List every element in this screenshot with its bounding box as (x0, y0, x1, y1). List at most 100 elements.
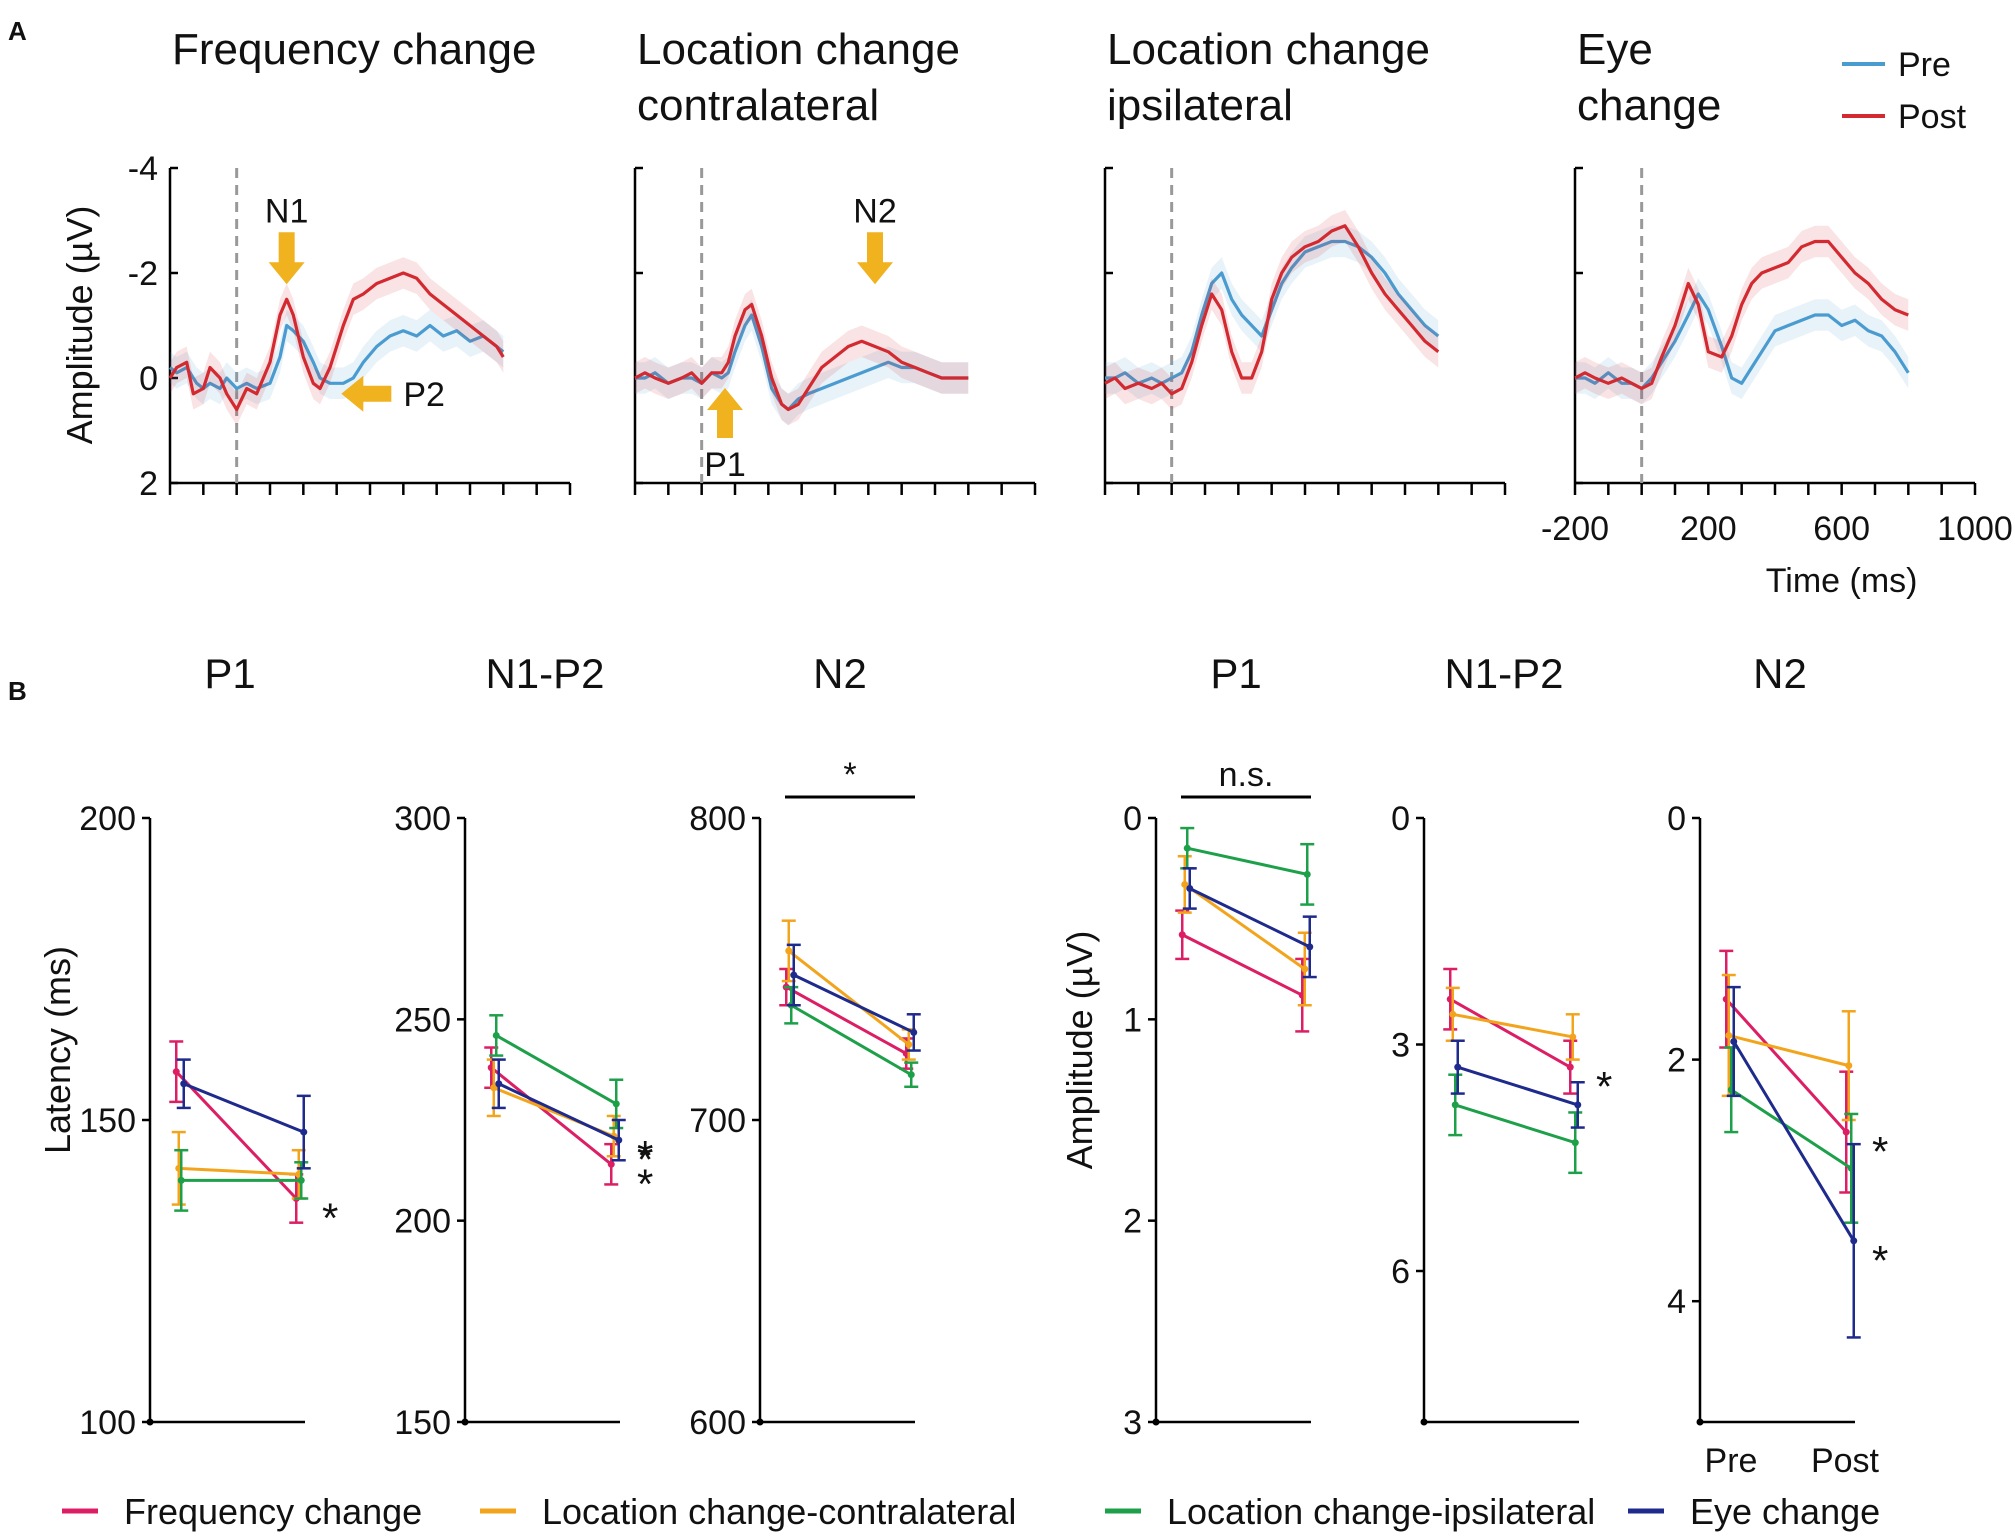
point-post-contra (905, 1041, 913, 1048)
legend-label-post: Post (1898, 98, 1967, 136)
series-line-frequency (175, 1070, 298, 1200)
y-tick-label: 3 (1391, 1027, 1410, 1065)
erp-subplot-4: Eye change -200 200 600 1000 Time (ms) (1541, 25, 2013, 600)
significance-star-frequency: * (1596, 1063, 1612, 1110)
point-pre-ipsi (1183, 844, 1191, 852)
y-tick-label: 200 (79, 800, 136, 838)
y-tick-label: 200 (394, 1203, 451, 1241)
point-pre-contra (785, 947, 793, 955)
series-pre-line (169, 323, 505, 391)
series-line-ipsi (790, 1003, 913, 1076)
point-post-eye (615, 1136, 623, 1144)
significance-star-frequency: * (637, 1160, 653, 1207)
point-post-ipsi (907, 1071, 915, 1079)
point-post-contra (1301, 965, 1309, 973)
peak-arrow-p2 (341, 375, 392, 412)
x-tick-label: 600 (1813, 510, 1870, 548)
y-tick-label: 0 (1667, 800, 1686, 838)
series-post-error-band (635, 288, 969, 426)
point-post-contra (1845, 1062, 1853, 1070)
y-tick-label: -4 (128, 150, 158, 188)
series-line-frequency (785, 985, 907, 1055)
series-line-frequency (1725, 998, 1848, 1134)
point-post-eye (910, 1028, 918, 1036)
series-line-contra (787, 949, 910, 1046)
legend-label-frequency: Frequency change (124, 1491, 422, 1532)
legend-label-eye: Eye change (1690, 1491, 1880, 1532)
subplot-title: Eye (1577, 25, 1653, 74)
subplot-title: N1-P2 (485, 650, 604, 697)
y-tick-label: 700 (689, 1102, 746, 1140)
y-tick-label: 600 (689, 1404, 746, 1442)
axis-origin-dot (146, 1418, 154, 1426)
peak-arrow-n1 (268, 232, 305, 285)
stat-subplot-2: N1-P2 150 200 250 300 *** (394, 650, 653, 1442)
series-pre-error-band (1575, 278, 1909, 405)
y-tick-label: 100 (79, 1404, 136, 1442)
panel-label-a: A (8, 16, 27, 46)
legend-label-ipsi: Location change-ipsilateral (1167, 1491, 1595, 1532)
significance-star-eye: * (637, 1136, 653, 1183)
significance-star-eye: * (1872, 1237, 1888, 1284)
point-pre-eye (180, 1080, 188, 1088)
panel-a-erp-waveforms: Frequency change -4 -2 0 2 N1 P2 Location chang… (59, 25, 2013, 600)
erp-subplot-2: Location change contralateral P1 N2 (633, 25, 1037, 495)
point-pre-ipsi (1451, 1101, 1459, 1109)
series-line-frequency (1449, 997, 1571, 1069)
point-pre-contra (1181, 880, 1189, 888)
panel-label-b: B (8, 676, 27, 706)
series-line-eye (793, 973, 915, 1034)
point-post-eye (1306, 943, 1314, 951)
series-line-ipsi (1186, 846, 1308, 876)
y-axis-label: Amplitude (µV) (59, 206, 100, 445)
y-axis-label-latency: Latency (ms) (37, 946, 78, 1154)
bracket-label: n.s. (1219, 756, 1274, 794)
stat-subplot-1: P1 100 150 200 * (79, 650, 338, 1442)
subplot-title: N2 (1753, 650, 1807, 697)
significance-star-contra: * (637, 1132, 653, 1179)
point-post-frequency (1566, 1063, 1574, 1071)
series-line-contra (1452, 1012, 1574, 1039)
series-line-ipsi (1730, 1088, 1853, 1170)
series-line-contra (1183, 883, 1306, 971)
subplot-title: ipsilateral (1107, 81, 1293, 130)
x-tick-label: 1000 (1937, 510, 2013, 548)
stat-subplot-5: N1-P2 0 3 6 * (1391, 650, 1612, 1426)
peak-label-p1: P1 (704, 446, 746, 484)
stat-subplot-4: P1 0 1 2 3 n.s. (1123, 650, 1317, 1442)
y-tick-label: 150 (79, 1102, 136, 1140)
subplot-title: Frequency change (172, 25, 536, 74)
point-pre-ipsi (177, 1176, 185, 1184)
point-pre-eye (790, 971, 798, 979)
point-post-ipsi (612, 1100, 620, 1108)
series-post-line (168, 271, 505, 412)
series-line-eye (1457, 1065, 1579, 1107)
significance-star-frequency: * (322, 1195, 338, 1242)
point-pre-contra (490, 1084, 498, 1092)
point-pre-frequency (1178, 931, 1186, 939)
series-line-eye (498, 1082, 620, 1142)
y-tick-label: 2 (1667, 1042, 1686, 1080)
point-post-eye (1850, 1237, 1858, 1245)
series-line-ipsi (1454, 1103, 1576, 1145)
x-tick-label-pre: Pre (1705, 1442, 1758, 1480)
x-tick-label: 200 (1680, 510, 1737, 548)
series-line-contra (178, 1166, 299, 1176)
axis-origin-dot (461, 1418, 469, 1426)
series-post-error-band (1575, 225, 1909, 405)
point-post-eye (300, 1128, 308, 1136)
peak-label-n2: N2 (853, 192, 896, 230)
point-pre-contra (1449, 1010, 1457, 1018)
axis-origin-dot (1152, 1418, 1160, 1426)
point-post-eye (1574, 1101, 1582, 1109)
point-pre-eye (495, 1080, 503, 1088)
series-line-eye (183, 1082, 305, 1134)
legend-label-contra: Location change-contralateral (542, 1491, 1016, 1532)
y-tick-label: 0 (139, 360, 158, 398)
point-post-frequency (1842, 1128, 1850, 1136)
y-tick-label: -2 (128, 255, 158, 293)
panel-b-latency-amplitude: P1100150200*N1-P2150200250300***N2600700… (37, 650, 1888, 1480)
x-tick-label-post: Post (1811, 1442, 1880, 1480)
y-tick-label: 250 (394, 1001, 451, 1039)
subplot-title: Location change (637, 25, 960, 74)
